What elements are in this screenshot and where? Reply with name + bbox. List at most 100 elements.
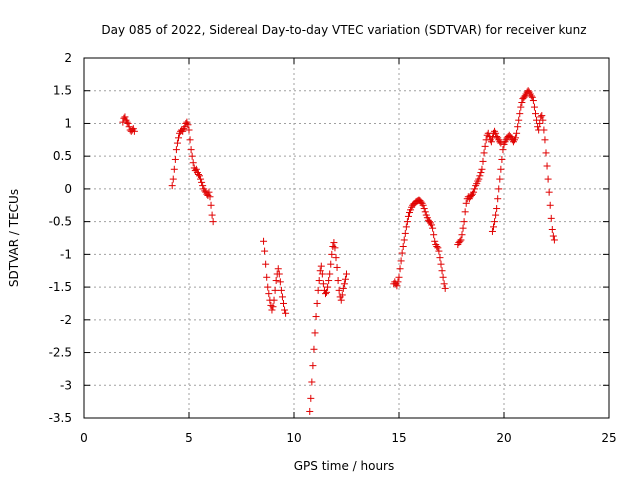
data-point (550, 236, 558, 244)
data-point (278, 293, 286, 301)
data-point (403, 218, 411, 226)
y-tick-labels: -3.5 -3 -2.5 -2 -1.5 -1 -0.5 0 0.5 1 1.5 2 (49, 51, 72, 425)
y-tick-label: 1 (64, 116, 72, 130)
data-point (168, 182, 176, 190)
data-point (546, 201, 554, 209)
data-point (262, 260, 270, 268)
data-point (430, 231, 438, 239)
data-point (540, 126, 548, 134)
data-point (498, 155, 506, 163)
data-point (334, 277, 342, 285)
data-point (457, 236, 465, 244)
x-tick-label: 0 (80, 431, 88, 445)
data-point (331, 244, 339, 252)
x-tick-label: 5 (185, 431, 193, 445)
data-point (312, 313, 320, 321)
data-point (281, 306, 289, 314)
data-point (269, 303, 277, 311)
data-point (341, 275, 349, 283)
axis-ticks (83, 57, 610, 419)
data-point (317, 262, 325, 270)
data-point (319, 280, 327, 288)
data-point (324, 283, 332, 291)
data-point (277, 286, 285, 294)
data-point (308, 378, 316, 386)
data-point (538, 112, 546, 120)
data-point (310, 345, 318, 353)
data-point (333, 263, 341, 271)
data-point (458, 231, 466, 239)
data-point (194, 171, 202, 179)
data-point (480, 149, 488, 157)
data-point (169, 175, 177, 183)
data-point (393, 282, 401, 290)
data-point (394, 278, 402, 286)
y-tick-label: 1.5 (53, 84, 72, 98)
x-tick-label: 10 (286, 431, 301, 445)
data-point (198, 178, 206, 186)
data-point (435, 247, 443, 255)
data-point (439, 273, 447, 281)
data-point (544, 175, 552, 183)
data-point (268, 306, 276, 314)
grid-lines (84, 58, 609, 418)
data-point (306, 407, 314, 415)
data-point (192, 165, 200, 173)
data-point (207, 201, 215, 209)
data-point (188, 152, 196, 160)
data-point (470, 188, 478, 196)
data-point (485, 133, 493, 141)
data-point (402, 223, 410, 231)
data-point (186, 136, 194, 144)
data-point (209, 218, 217, 226)
data-point (459, 224, 467, 232)
data-point (328, 250, 336, 258)
data-point (436, 254, 444, 262)
data-point (462, 199, 470, 207)
data-point (419, 201, 427, 209)
data-point (399, 243, 407, 251)
data-point (542, 149, 550, 157)
data-point (404, 212, 412, 220)
data-point (309, 362, 317, 370)
data-point (541, 136, 549, 144)
data-point (530, 103, 538, 111)
data-point (528, 93, 536, 101)
y-tick-label: 2 (64, 51, 72, 65)
data-point (322, 290, 329, 298)
data-point (514, 123, 522, 131)
data-point (335, 286, 343, 294)
data-point (271, 286, 279, 294)
y-tick-label: 0.5 (53, 149, 72, 163)
y-tick-label: -2.5 (49, 346, 72, 360)
data-point (476, 172, 484, 180)
data-point (527, 92, 535, 100)
data-point (315, 277, 323, 285)
data-point (261, 247, 269, 255)
data-point (318, 270, 326, 278)
data-point (547, 214, 555, 222)
data-point (184, 121, 192, 129)
data-point (481, 142, 489, 150)
data-point (205, 188, 213, 196)
data-points (119, 87, 558, 415)
data-point (493, 205, 501, 213)
data-point (492, 129, 500, 137)
x-axis-label: GPS time / hours (294, 459, 395, 473)
data-point (196, 172, 203, 180)
data-point (401, 229, 409, 237)
data-point (173, 139, 181, 147)
data-point (187, 146, 195, 154)
data-point (536, 119, 544, 127)
data-point (189, 159, 197, 167)
data-point (477, 169, 485, 177)
data-point (263, 273, 271, 281)
data-point (548, 225, 556, 233)
y-tick-label: 0 (64, 182, 72, 196)
data-point (337, 296, 345, 304)
data-point (529, 97, 537, 105)
data-point (471, 185, 479, 193)
data-point (456, 237, 464, 245)
data-point (513, 129, 521, 137)
chart-title: Day 085 of 2022, Sidereal Day-to-day VTE… (101, 23, 586, 37)
